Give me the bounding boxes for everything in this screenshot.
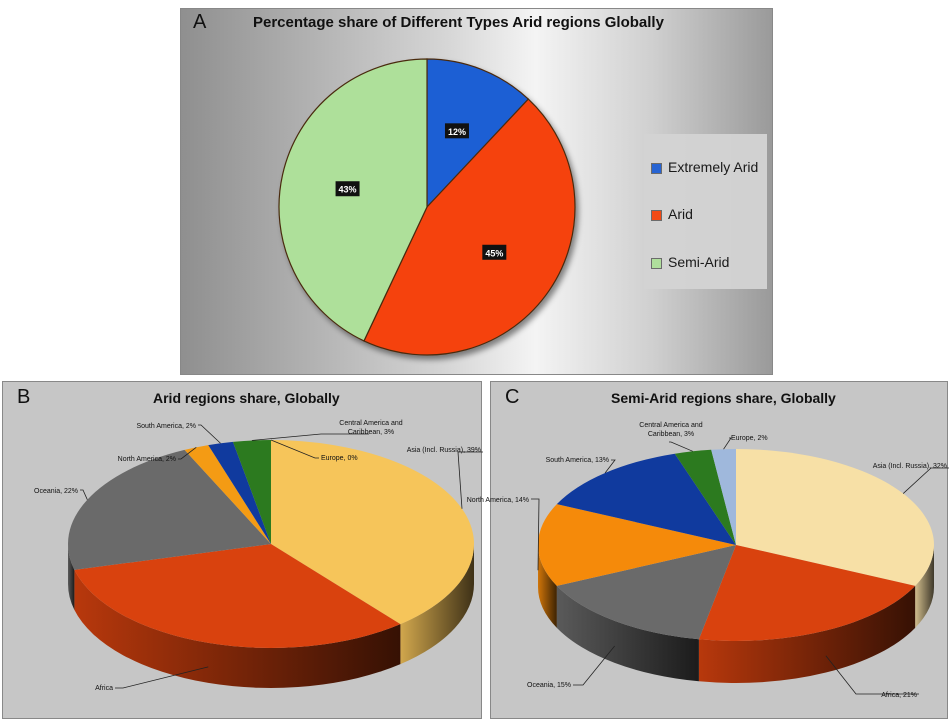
pie-side-oceania	[556, 585, 699, 682]
data-label-arid: 45%	[482, 244, 507, 260]
legend-item-arid: Arid	[651, 206, 693, 222]
legend: Extremely Arid Arid Semi-Arid	[644, 134, 767, 289]
pie-slice-europe	[711, 449, 736, 545]
pie-slice-south-america	[556, 453, 736, 545]
data-label-extremely-arid: 12%	[444, 123, 469, 139]
legend-swatch	[651, 162, 662, 174]
svg-text:Africa, 21%: Africa, 21%	[881, 692, 917, 699]
svg-text:Europe, 2%: Europe, 2%	[731, 435, 768, 442]
data-label-north-america: North America, 2%	[118, 446, 197, 463]
svg-text:North America, 2%: North America, 2%	[118, 456, 176, 463]
legend-item-extremely-arid: Extremely Arid	[651, 159, 758, 175]
pie-chart-c: Asia (Incl. Russia), 32% Africa, 21% Ocean…	[467, 422, 949, 699]
data-label-north-america: North America, 14%	[467, 497, 540, 571]
svg-text:Oceania, 22%: Oceania, 22%	[34, 488, 78, 495]
pie-slice-arid	[363, 98, 576, 356]
data-label-semi-arid: 43%	[335, 181, 360, 197]
svg-text:South America, 13%: South America, 13%	[546, 457, 609, 464]
data-label-oceania: Oceania, 15%	[527, 645, 615, 689]
pie-side-north-america	[538, 545, 557, 628]
data-label-oceania: Oceania, 22%	[34, 488, 88, 500]
svg-text:South America, 2%: South America, 2%	[136, 423, 196, 430]
pie-side-africa	[74, 569, 401, 688]
panel-letter: A	[193, 11, 207, 33]
pie-slice-semi-arid	[278, 58, 428, 342]
data-label-europe: Europe, 0%	[270, 439, 358, 462]
pie-chart-b: Asia (Incl. Russia), 39% Africa Oceania, 2…	[34, 420, 483, 692]
chart-title: Percentage share of Different Types Arid…	[253, 14, 664, 31]
data-label-europe: Europe, 2%	[723, 435, 768, 450]
chart-title: Arid regions share, Globally	[153, 390, 340, 406]
pie-slice-asia-incl-russia	[271, 440, 474, 625]
data-label-south-america: South America, 13%	[546, 457, 616, 474]
data-label-asia-incl-russia: Asia (Incl. Russia), 39%	[407, 447, 483, 509]
svg-text:Asia (Incl. Russia), 39%: Asia (Incl. Russia), 39%	[407, 447, 481, 454]
pie-slice-south-america	[208, 441, 271, 544]
legend-item-semi-arid: Semi-Arid	[651, 254, 729, 270]
pie-slice-oceania	[67, 449, 271, 570]
panel-b: B Arid regions share, Globally Asia (Inc…	[2, 381, 483, 719]
pie-side-africa	[698, 585, 916, 683]
pie-side-asia-incl-russia	[915, 545, 934, 628]
pie-slice-asia-incl-russia	[736, 449, 934, 586]
pie-side-asia-incl-russia	[400, 544, 474, 665]
svg-text:Central America and: Central America and	[639, 422, 703, 429]
legend-label: Extremely Arid	[668, 159, 759, 175]
pie-chart-a: 12% 45% 43%	[278, 58, 576, 356]
data-label-africa: Africa, 21%	[825, 655, 919, 699]
pie-slice-central-america-and-caribbean	[674, 449, 736, 545]
pie-side-oceania	[68, 544, 75, 610]
svg-text:45%: 45%	[485, 248, 503, 258]
panel-letter: B	[17, 386, 31, 408]
svg-text:Central America and: Central America and	[339, 420, 403, 427]
legend-swatch	[651, 209, 662, 221]
svg-text:Caribbean, 3%: Caribbean, 3%	[348, 429, 394, 436]
svg-text:Caribbean, 3%: Caribbean, 3%	[648, 431, 694, 438]
panel-a: A Percentage share of Different Types Ar…	[180, 8, 773, 375]
pie-slice-north-america	[538, 504, 736, 586]
legend-swatch	[651, 257, 662, 269]
svg-text:Asia (Incl. Russia), 32%: Asia (Incl. Russia), 32%	[873, 463, 947, 470]
data-label-africa: Africa	[95, 666, 209, 692]
data-label-central-america-and-caribbean: Central America and Caribbean, 3%	[639, 422, 703, 452]
svg-text:Europe, 0%: Europe, 0%	[321, 455, 358, 462]
panel-c: C Semi-Arid regions share, Globally Asia…	[467, 381, 949, 719]
pie-slice-central-america-and-caribbean	[232, 440, 271, 544]
legend-label: Arid	[668, 206, 693, 222]
data-label-central-america-and-caribbean: Central America and Caribbean, 3%	[251, 420, 403, 441]
pie-slice-north-america	[184, 445, 271, 544]
svg-text:Oceania, 15%: Oceania, 15%	[527, 682, 571, 689]
svg-text:North America, 14%: North America, 14%	[467, 497, 529, 504]
data-label-asia-incl-russia: Asia (Incl. Russia), 32%	[873, 463, 949, 494]
legend-label: Semi-Arid	[668, 254, 730, 270]
svg-text:43%: 43%	[339, 185, 357, 195]
svg-text:12%: 12%	[448, 127, 466, 137]
data-label-south-america: South America, 2%	[136, 423, 221, 444]
pie-slice-africa	[74, 544, 401, 648]
pie-slice-extremely-arid	[426, 58, 530, 209]
panel-letter: C	[505, 386, 520, 408]
pie-slice-africa	[698, 545, 916, 641]
chart-title: Semi-Arid regions share, Globally	[611, 390, 836, 406]
svg-text:Africa: Africa	[95, 685, 113, 692]
pie-slice-oceania	[556, 545, 736, 640]
